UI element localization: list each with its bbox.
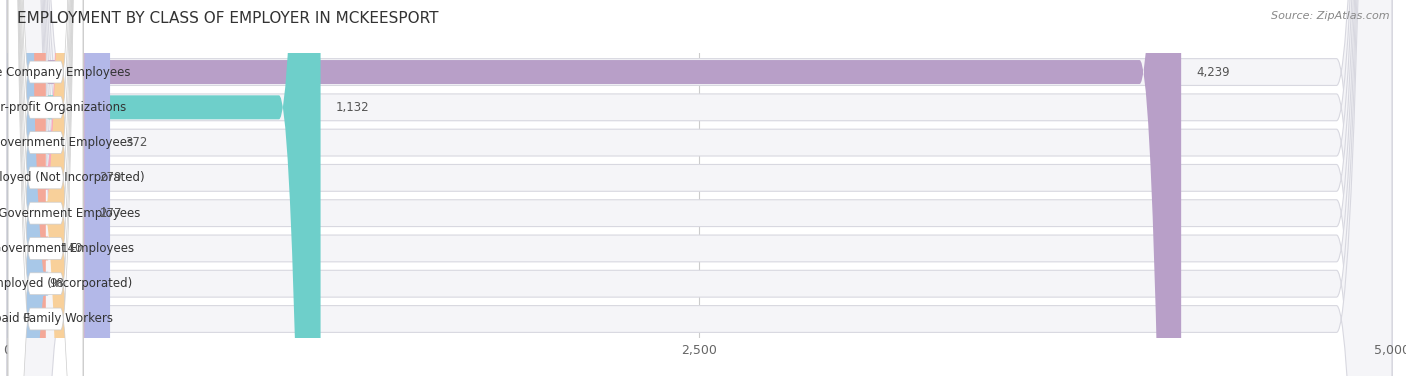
Text: 279: 279	[100, 171, 122, 184]
Text: EMPLOYMENT BY CLASS OF EMPLOYER IN MCKEESPORT: EMPLOYMENT BY CLASS OF EMPLOYER IN MCKEE…	[17, 11, 439, 26]
Text: Not-for-profit Organizations: Not-for-profit Organizations	[0, 101, 127, 114]
Text: Local Government Employees: Local Government Employees	[0, 136, 134, 149]
Text: 0: 0	[22, 312, 30, 326]
Text: 140: 140	[60, 242, 83, 255]
FancyBboxPatch shape	[8, 0, 83, 376]
FancyBboxPatch shape	[7, 0, 1181, 376]
Text: Self-Employed (Not Incorporated): Self-Employed (Not Incorporated)	[0, 171, 145, 184]
FancyBboxPatch shape	[0, 0, 49, 376]
Text: 372: 372	[125, 136, 148, 149]
FancyBboxPatch shape	[7, 0, 1392, 376]
Text: 98: 98	[49, 277, 65, 290]
Text: Self-Employed (Incorporated): Self-Employed (Incorporated)	[0, 277, 132, 290]
FancyBboxPatch shape	[7, 0, 1392, 376]
FancyBboxPatch shape	[7, 0, 84, 376]
FancyBboxPatch shape	[7, 0, 1392, 376]
FancyBboxPatch shape	[7, 0, 321, 376]
Text: Source: ZipAtlas.com: Source: ZipAtlas.com	[1271, 11, 1389, 21]
FancyBboxPatch shape	[8, 0, 83, 376]
FancyBboxPatch shape	[8, 0, 83, 376]
FancyBboxPatch shape	[8, 0, 83, 376]
FancyBboxPatch shape	[4, 0, 49, 376]
FancyBboxPatch shape	[7, 0, 84, 376]
Text: State Government Employees: State Government Employees	[0, 242, 134, 255]
FancyBboxPatch shape	[7, 0, 1392, 376]
FancyBboxPatch shape	[8, 0, 83, 376]
Text: Private Company Employees: Private Company Employees	[0, 65, 131, 79]
FancyBboxPatch shape	[8, 0, 83, 376]
Text: 4,239: 4,239	[1197, 65, 1230, 79]
Text: 1,132: 1,132	[336, 101, 370, 114]
Text: Federal Government Employees: Federal Government Employees	[0, 207, 141, 220]
FancyBboxPatch shape	[7, 0, 1392, 376]
FancyBboxPatch shape	[7, 0, 1392, 376]
FancyBboxPatch shape	[8, 0, 83, 376]
FancyBboxPatch shape	[7, 0, 110, 376]
FancyBboxPatch shape	[7, 0, 1392, 376]
Text: 277: 277	[98, 207, 121, 220]
FancyBboxPatch shape	[8, 0, 83, 376]
FancyBboxPatch shape	[7, 0, 1392, 376]
Text: Unpaid Family Workers: Unpaid Family Workers	[0, 312, 112, 326]
